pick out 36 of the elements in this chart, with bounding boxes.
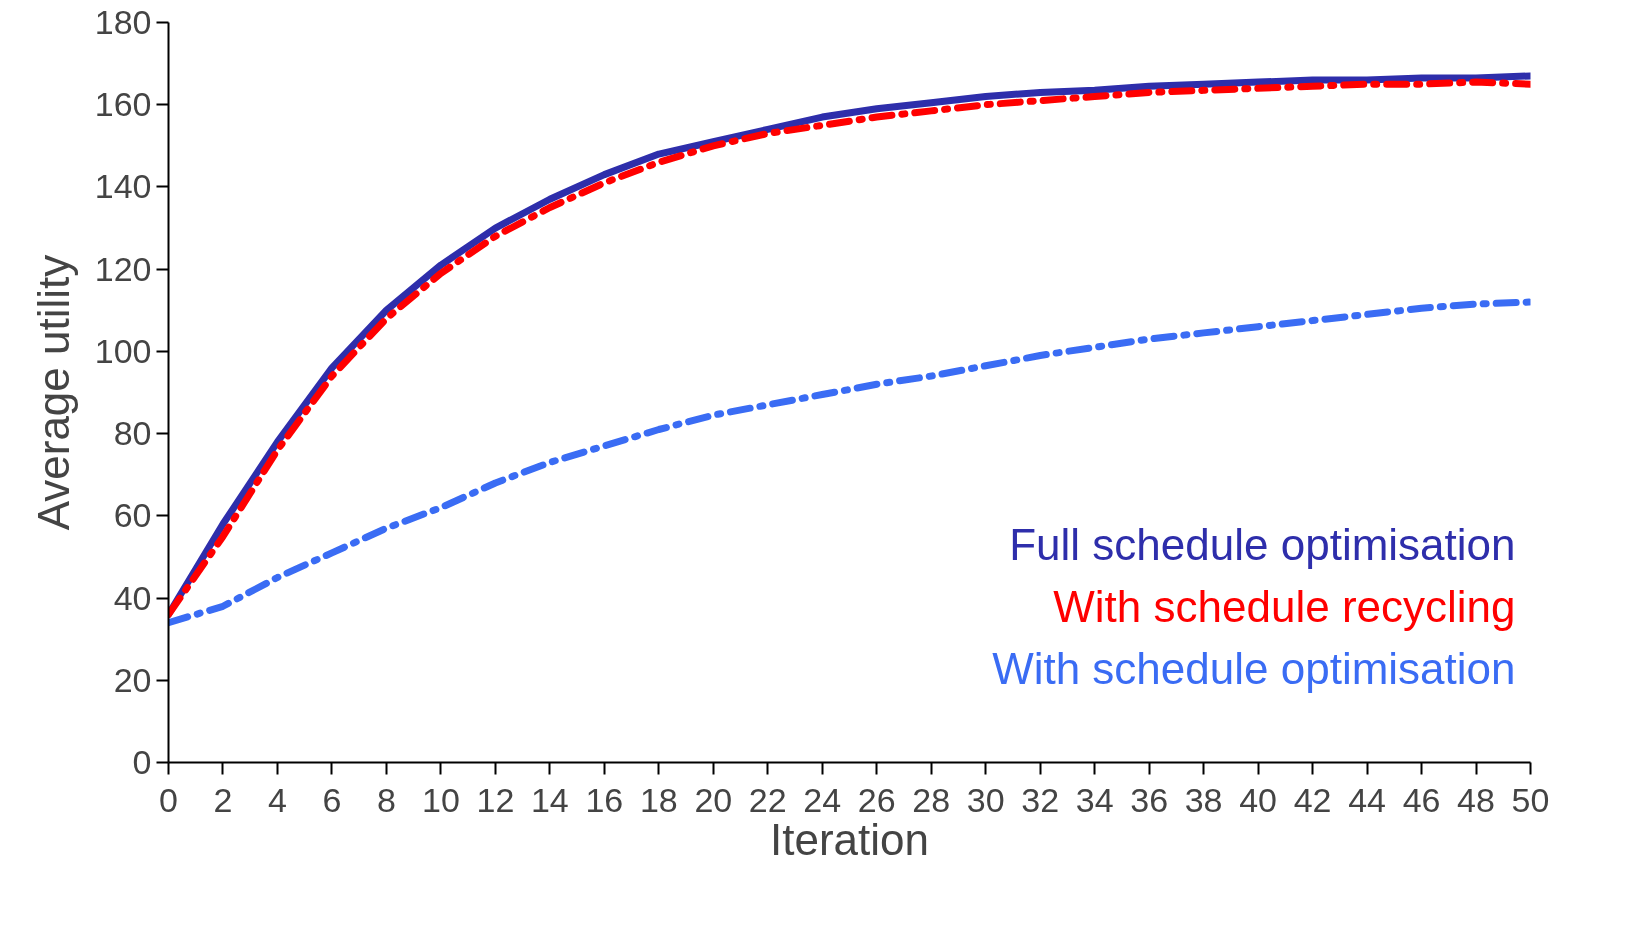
x-tick-label: 36 (1130, 780, 1169, 819)
y-tick-label: 160 (94, 85, 152, 124)
y-tick-label: 60 (113, 496, 152, 535)
x-tick-label: 32 (1021, 780, 1060, 819)
y-tick-label: 40 (113, 578, 152, 617)
x-tick-label: 10 (421, 780, 460, 819)
x-tick-label: 38 (1184, 780, 1223, 819)
text: Full schedule optimisation (1009, 519, 1516, 569)
x-tick-label: 46 (1402, 780, 1441, 819)
y-tick-label: 120 (94, 249, 152, 288)
x-tick-label: 44 (1348, 780, 1386, 819)
x-tick-label: 16 (585, 780, 624, 819)
x-tick-label: 14 (530, 780, 569, 819)
text: With schedule recycling (1053, 581, 1516, 631)
y-tick-label: 140 (94, 167, 152, 206)
y-tick-label: 0 (132, 743, 152, 781)
x-tick-label: 48 (1457, 780, 1495, 819)
x-tick-label: 18 (639, 780, 678, 819)
y-tick-label: 80 (113, 414, 152, 453)
x-tick-label: 12 (476, 780, 515, 819)
x-tick-label: 8 (376, 780, 396, 819)
y-tick-label: 180 (94, 3, 152, 41)
x-tick-label: 20 (694, 780, 733, 819)
x-tick-label: 34 (1075, 780, 1114, 819)
x-tick-label: 30 (966, 780, 1005, 819)
x-tick-label: 6 (322, 780, 342, 819)
x-tick-label: 4 (268, 780, 287, 819)
y-axis-title: Average utility (28, 254, 78, 531)
x-tick-label: 50 (1511, 780, 1550, 819)
text: With schedule optimisation (992, 643, 1516, 693)
x-tick-label: 42 (1293, 780, 1332, 819)
y-tick-label: 20 (113, 660, 152, 699)
x-tick-label: 2 (213, 780, 233, 819)
y-tick-label: 100 (94, 331, 152, 370)
x-tick-label: 0 (159, 780, 178, 819)
x-tick-label: 40 (1239, 780, 1278, 819)
